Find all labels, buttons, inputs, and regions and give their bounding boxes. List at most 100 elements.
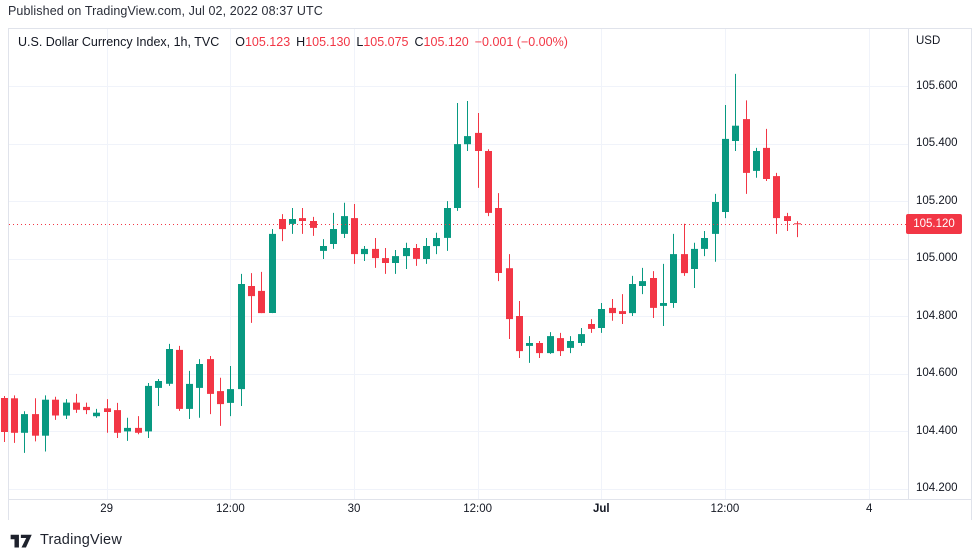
price-axis[interactable]: USD 105.120 105.600 105.400 105.200 105.000… — [906, 29, 971, 519]
candle — [382, 248, 389, 274]
candle — [485, 149, 492, 217]
candle — [650, 271, 657, 318]
candle — [794, 221, 801, 238]
candle — [506, 254, 513, 339]
candle — [320, 239, 327, 259]
candle — [155, 379, 162, 406]
candle — [114, 402, 121, 438]
candle — [330, 212, 337, 249]
candle — [269, 229, 276, 314]
open-value: 105.123 — [244, 35, 291, 49]
low-value: 105.075 — [363, 35, 409, 49]
candle — [629, 275, 636, 316]
candlestick-canvas[interactable] — [1, 29, 908, 499]
time-tick-label: 29 — [100, 503, 114, 515]
candle — [423, 238, 430, 264]
candle — [361, 246, 368, 261]
candle — [341, 202, 348, 238]
low-label: L — [356, 35, 364, 49]
high-label: H — [296, 35, 306, 49]
candle — [258, 271, 265, 314]
candle — [310, 216, 317, 236]
chart-plot-area[interactable]: U.S. Dollar Currency Index, 1h, TVC O105.… — [1, 29, 909, 499]
candle — [42, 395, 49, 452]
candle — [712, 193, 719, 262]
close-value: 105.120 — [423, 35, 469, 49]
candle — [567, 336, 574, 354]
last-price-label: 105.120 — [906, 214, 962, 235]
candle — [248, 273, 255, 323]
candle — [444, 201, 451, 251]
candle — [217, 377, 224, 426]
high-value: 105.130 — [305, 35, 351, 49]
candle — [135, 416, 142, 435]
candle — [73, 393, 80, 413]
candle — [763, 128, 770, 181]
candle — [670, 233, 677, 308]
change-value: −0.001 (−0.00%) — [474, 35, 568, 49]
candle — [516, 301, 523, 358]
candle — [609, 299, 616, 321]
candle — [63, 399, 70, 419]
candle — [279, 214, 286, 242]
time-tick-label: 12:00 — [463, 503, 492, 515]
candle — [145, 383, 152, 438]
candle — [351, 204, 358, 264]
candle — [743, 100, 750, 194]
candle — [413, 244, 420, 266]
candle — [578, 328, 585, 346]
candle — [299, 208, 306, 234]
candle — [238, 273, 245, 406]
candle — [691, 242, 698, 288]
candle — [681, 223, 688, 276]
price-tick-label: 104.600 — [916, 367, 958, 380]
footer-branding[interactable]: TradingView — [10, 530, 122, 550]
candle — [495, 193, 502, 282]
candle — [639, 267, 646, 295]
time-tick-label: 30 — [347, 503, 361, 515]
candle — [372, 238, 379, 268]
time-axis[interactable]: 29 12:00 30 12:00 Jul 12:00 4 — [9, 499, 971, 521]
candle — [403, 242, 410, 269]
candle — [124, 417, 131, 441]
candle — [660, 263, 667, 326]
chart-legend: U.S. Dollar Currency Index, 1h, TVC O105.… — [18, 35, 568, 49]
axis-currency-label: USD — [916, 35, 941, 47]
price-tick-label: 105.200 — [916, 194, 958, 207]
candle — [32, 398, 39, 442]
candle — [227, 366, 234, 417]
tradingview-logo-icon — [10, 534, 32, 548]
candle — [557, 332, 564, 356]
candle — [166, 343, 173, 386]
candle — [83, 402, 90, 415]
candle — [536, 341, 543, 358]
candle — [464, 101, 471, 151]
price-tick-label: 105.600 — [916, 79, 958, 92]
candle — [526, 336, 533, 363]
candle — [392, 250, 399, 274]
candle — [475, 113, 482, 188]
candle — [619, 294, 626, 324]
candle — [598, 303, 605, 333]
candle — [701, 231, 708, 257]
symbol-title[interactable]: U.S. Dollar Currency Index, 1h, TVC — [18, 35, 220, 49]
candle — [773, 172, 780, 234]
candle — [104, 399, 111, 433]
price-tick-label: 105.400 — [916, 137, 958, 149]
price-tick-label: 104.400 — [916, 424, 958, 437]
candle — [289, 208, 296, 234]
candle — [52, 396, 59, 420]
candle — [196, 359, 203, 418]
brand-text: TradingView — [40, 532, 122, 548]
chart-frame: U.S. Dollar Currency Index, 1h, TVC O105.… — [1, 28, 972, 521]
candle — [21, 411, 28, 453]
candle — [784, 212, 791, 231]
published-line: Published on TradingView.com, Jul 02, 20… — [8, 4, 323, 18]
candle — [93, 408, 100, 418]
close-label: C — [414, 35, 424, 49]
price-tick-label: 104.200 — [916, 482, 958, 495]
candle — [732, 73, 739, 151]
candle — [433, 232, 440, 255]
open-label: O — [235, 35, 245, 49]
